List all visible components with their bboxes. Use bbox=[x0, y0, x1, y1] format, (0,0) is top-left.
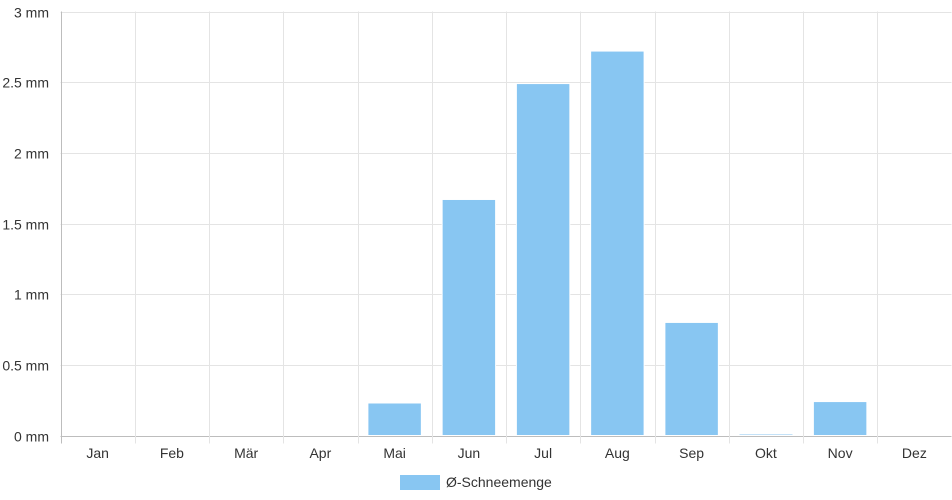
x-tick-label: Apr bbox=[309, 445, 331, 461]
legend-swatch bbox=[400, 475, 440, 490]
y-tick-label: 2.5 mm bbox=[2, 75, 49, 91]
bar-jun bbox=[441, 198, 497, 436]
bar-mai bbox=[367, 402, 422, 437]
y-tick-label: 0.5 mm bbox=[2, 358, 49, 374]
x-tick-label: Aug bbox=[605, 445, 630, 461]
x-tick-label: Nov bbox=[828, 445, 853, 461]
y-tick-label: 3 mm bbox=[14, 5, 49, 21]
y-tick-label: 0 mm bbox=[14, 429, 49, 445]
x-axis-ticks: Jan Feb Mär Apr Mai Jun Jul Aug Sep Okt Nov Dez bbox=[86, 445, 926, 461]
legend[interactable]: Ø-Schneemenge bbox=[400, 474, 552, 490]
y-tick-label: 1.5 mm bbox=[2, 217, 49, 233]
bar-jul bbox=[515, 83, 571, 437]
y-tick-label: 2 mm bbox=[14, 146, 49, 162]
bar-nov bbox=[812, 401, 868, 436]
x-tick-label: Okt bbox=[755, 445, 777, 461]
bar-sep bbox=[664, 321, 719, 436]
legend-label: Ø-Schneemenge bbox=[446, 474, 552, 490]
x-tick-label: Mai bbox=[383, 445, 406, 461]
bars bbox=[367, 50, 868, 437]
x-tick-label: Dez bbox=[902, 445, 927, 461]
y-axis-ticks: 0 mm 0.5 mm 1 mm 1.5 mm 2 mm 2.5 mm 3 mm bbox=[2, 5, 49, 445]
x-tick-label: Sep bbox=[679, 445, 704, 461]
x-tick-label: Jun bbox=[458, 445, 481, 461]
y-tick-label: 1 mm bbox=[14, 287, 49, 303]
bar-okt bbox=[738, 433, 794, 436]
x-tick-label: Mär bbox=[234, 445, 258, 461]
x-tick-label: Feb bbox=[160, 445, 184, 461]
grid-lines bbox=[60, 11, 952, 444]
bar-aug bbox=[590, 50, 645, 436]
x-tick-label: Jul bbox=[534, 445, 552, 461]
x-tick-label: Jan bbox=[86, 445, 109, 461]
